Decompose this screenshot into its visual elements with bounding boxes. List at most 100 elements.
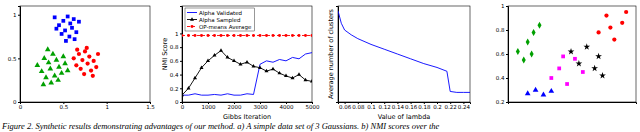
tick-mark	[18, 102, 20, 103]
marker	[537, 22, 541, 29]
tick: 1	[175, 31, 182, 37]
tick: 3000	[254, 102, 268, 110]
tick: 0.2	[170, 86, 182, 92]
tick-label: 0	[13, 99, 17, 105]
tick: 1	[13, 12, 20, 18]
marker	[72, 56, 76, 60]
marker	[199, 65, 203, 68]
marker	[193, 76, 197, 79]
tick: 0.4	[170, 72, 182, 78]
tick-label: 0.8	[170, 44, 179, 50]
marker	[291, 34, 294, 37]
marker	[41, 81, 47, 86]
marker	[311, 34, 312, 37]
marker	[57, 23, 61, 27]
marker	[599, 72, 606, 78]
tick-label: 0	[19, 104, 23, 110]
tick-label: 1000	[202, 104, 216, 110]
marker	[87, 55, 91, 59]
tick: 0.6	[170, 58, 182, 64]
marker	[194, 34, 197, 37]
marker	[516, 48, 520, 55]
marker	[207, 34, 210, 37]
x-axis: 0.060.080.10.120.140.160.180.20.220.24	[339, 102, 471, 110]
axis-line	[18, 7, 21, 103]
marker	[252, 34, 255, 37]
marker	[60, 53, 66, 58]
marker	[59, 70, 65, 75]
marker	[522, 57, 526, 64]
marker	[89, 68, 93, 72]
marker	[591, 65, 598, 71]
tick: 0.8	[170, 44, 182, 50]
tick-label: 1	[501, 3, 505, 9]
tick: 1.5	[146, 102, 155, 110]
panel: 01000200030004000500000.20.40.60.81Gibbs…	[161, 6, 320, 121]
marker	[60, 32, 64, 36]
tick: 0	[175, 99, 182, 105]
marker	[557, 67, 561, 71]
marker	[61, 19, 65, 23]
tick: 4000	[280, 102, 294, 110]
plot-area	[34, 15, 100, 87]
marker	[272, 34, 275, 37]
marker	[624, 10, 628, 14]
plot-area	[182, 34, 312, 96]
tick: 0.5	[8, 56, 20, 62]
marker	[182, 93, 184, 96]
tick-label: 4000	[280, 104, 294, 110]
legend-marker	[191, 25, 194, 28]
y-axis-title: NMI Score	[161, 38, 169, 71]
marker	[52, 73, 58, 78]
tick: 0.08	[352, 102, 365, 110]
tick-mark	[506, 30, 508, 31]
marker	[271, 67, 275, 70]
marker	[96, 52, 100, 56]
tick-label: 0.6	[170, 58, 179, 64]
marker	[297, 72, 301, 75]
marker	[561, 55, 565, 59]
marker	[303, 78, 307, 81]
marker	[310, 79, 312, 82]
panel: 0.060.080.10.120.140.160.180.20.220.24 Va…	[327, 6, 471, 121]
marker	[258, 65, 262, 68]
panel: 0.20.40.60.81	[496, 3, 637, 105]
tick-mark	[18, 15, 20, 16]
marker	[54, 57, 60, 62]
x-axis-title: Value of lambda	[378, 113, 431, 121]
tick-label: 0.14	[392, 104, 405, 110]
marker	[604, 13, 608, 17]
marker	[219, 48, 223, 51]
legend-label: Alpha Sampled	[199, 17, 241, 24]
legend: Alpha ValidatedAlpha SampledOP-means Ave…	[185, 8, 254, 31]
tick-label: 2000	[228, 104, 242, 110]
marker	[68, 35, 72, 39]
line	[182, 51, 312, 96]
marker	[75, 48, 79, 52]
marker	[55, 27, 59, 31]
tick-label: 0.4	[170, 72, 179, 78]
marker	[245, 60, 249, 63]
tick: 0.2	[496, 99, 508, 105]
tick: 1000	[202, 102, 216, 110]
marker	[63, 29, 67, 33]
tick-label: 0.6	[496, 51, 505, 57]
tick: 0.14	[392, 102, 405, 110]
marker	[246, 34, 249, 37]
marker	[72, 17, 76, 21]
plot-frame	[182, 6, 312, 102]
marker	[77, 52, 81, 56]
marker	[206, 59, 210, 62]
marker	[526, 39, 530, 46]
tick: 0.8	[496, 27, 508, 33]
legend-swatch	[187, 12, 197, 13]
tick: 1	[501, 3, 508, 9]
tick-mark	[180, 47, 182, 48]
plot-frame	[338, 6, 470, 102]
tick-label: 0	[175, 99, 179, 105]
marker	[55, 77, 61, 82]
x-axis-title: Gibbs Iteration	[223, 113, 271, 121]
marker	[47, 66, 53, 71]
tick: 0.6	[496, 51, 508, 57]
legend-box	[185, 8, 254, 31]
